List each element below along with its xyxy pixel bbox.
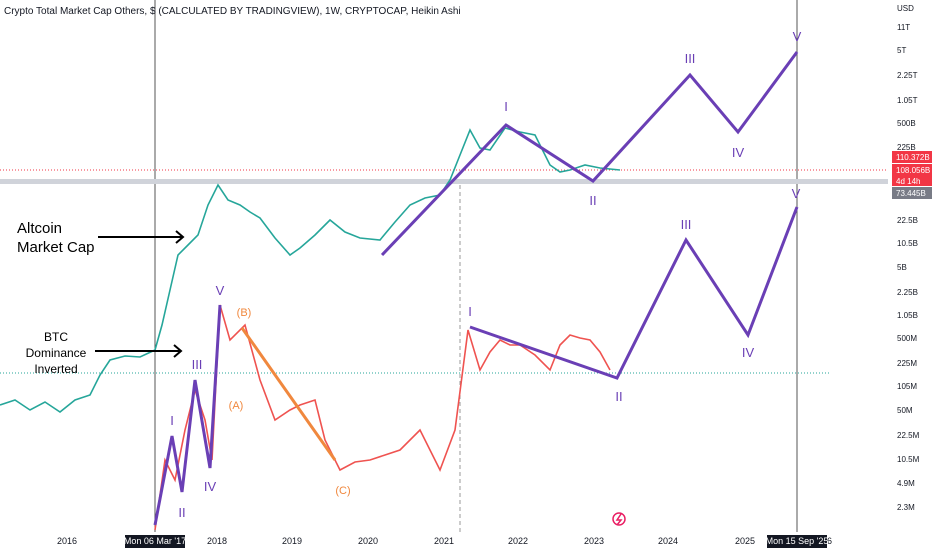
wave-label: II	[615, 389, 622, 404]
time-highlight-label: Mon 15 Sep '25	[766, 536, 829, 546]
time-label: 2018	[207, 536, 227, 546]
annotation: Dominance	[26, 346, 87, 360]
arrow-head	[175, 230, 185, 244]
wave-label: III	[685, 51, 696, 66]
time-highlight	[125, 535, 185, 548]
price-label: 22.5M	[897, 431, 920, 440]
price-label: 2.25B	[897, 288, 918, 297]
price-label: 4.9M	[897, 479, 915, 488]
wave-label: (C)	[335, 485, 350, 497]
price-label: USD	[897, 4, 914, 13]
price-label: 5T	[897, 46, 906, 55]
price-label: 500B	[897, 119, 916, 128]
price-label: 10.5B	[897, 239, 918, 248]
wave-label: IV	[732, 145, 745, 160]
time-label: 2024	[658, 536, 678, 546]
wave-label: II	[589, 193, 596, 208]
price-label: 1.05T	[897, 96, 918, 105]
wave-upper	[380, 51, 799, 257]
wave-label: V	[216, 283, 225, 298]
time-label: 2025	[735, 536, 755, 546]
time-label: 2022	[508, 536, 528, 546]
wave-label: (A)	[229, 400, 244, 412]
price-label: 10.5M	[897, 455, 920, 464]
annotation: BTC	[44, 330, 68, 344]
price-label: 22.5B	[897, 216, 918, 225]
price-label: 225B	[897, 143, 916, 152]
wave-label: V	[792, 186, 801, 201]
chart-title: Crypto Total Market Cap Others, $ (CALCU…	[4, 6, 461, 17]
dynamic-layer: USD 11T 5T 2.25T 1.05T 500B 225B 22.5B 10.5B 5B 2.…	[17, 4, 932, 548]
time-label: 2019	[282, 536, 302, 546]
price-tag	[892, 187, 932, 199]
price-tag-label: 108.056B	[896, 166, 930, 175]
wave-label: IV	[204, 479, 217, 494]
price-label: 1.05B	[897, 311, 918, 320]
time-label: 2021	[434, 536, 454, 546]
event-icon[interactable]	[612, 512, 626, 526]
price-tag-label: 110.372B	[896, 153, 930, 162]
wave-label: (B)	[237, 307, 252, 319]
time-label: 2020	[358, 536, 378, 546]
price-label: 5B	[897, 263, 907, 272]
price-tag	[892, 164, 932, 176]
price-label: 50M	[897, 406, 913, 415]
price-tag	[892, 151, 932, 163]
wave-label: I	[504, 99, 508, 114]
wave-label: IV	[742, 345, 755, 360]
wave-early	[153, 304, 222, 526]
price-label: 11T	[897, 23, 910, 32]
price-tag	[892, 175, 932, 186]
price-label: 2.3M	[897, 503, 915, 512]
price-label: 105M	[897, 382, 917, 391]
wave-label: III	[192, 357, 203, 372]
annotation: Inverted	[34, 362, 77, 376]
arrow-head	[173, 344, 183, 358]
annotation: Altcoin	[17, 220, 62, 237]
event-icon-bolt	[615, 513, 623, 526]
annotation: Market Cap	[17, 239, 95, 256]
time-highlight-label: Mon 06 Mar '17	[124, 536, 186, 546]
price-label: 500M	[897, 334, 917, 343]
wave-correction	[240, 327, 337, 461]
price-tag-label: 73.445B	[896, 189, 926, 198]
time-highlight	[767, 535, 827, 548]
wave-label: I	[468, 304, 472, 319]
wave-label: I	[170, 413, 174, 428]
time-label: 2023	[584, 536, 604, 546]
time-axis	[0, 532, 888, 550]
wave-label: V	[793, 29, 802, 44]
wave-label: III	[681, 217, 692, 232]
price-axis	[888, 0, 932, 550]
time-label: 2016	[57, 536, 77, 546]
wave-lower	[469, 206, 799, 380]
price-label: 2.25T	[897, 71, 918, 80]
price-tag-label: 4d 14h	[896, 177, 920, 186]
price-label: 225M	[897, 359, 917, 368]
wave-label: II	[178, 505, 185, 520]
gray-band	[0, 179, 888, 184]
